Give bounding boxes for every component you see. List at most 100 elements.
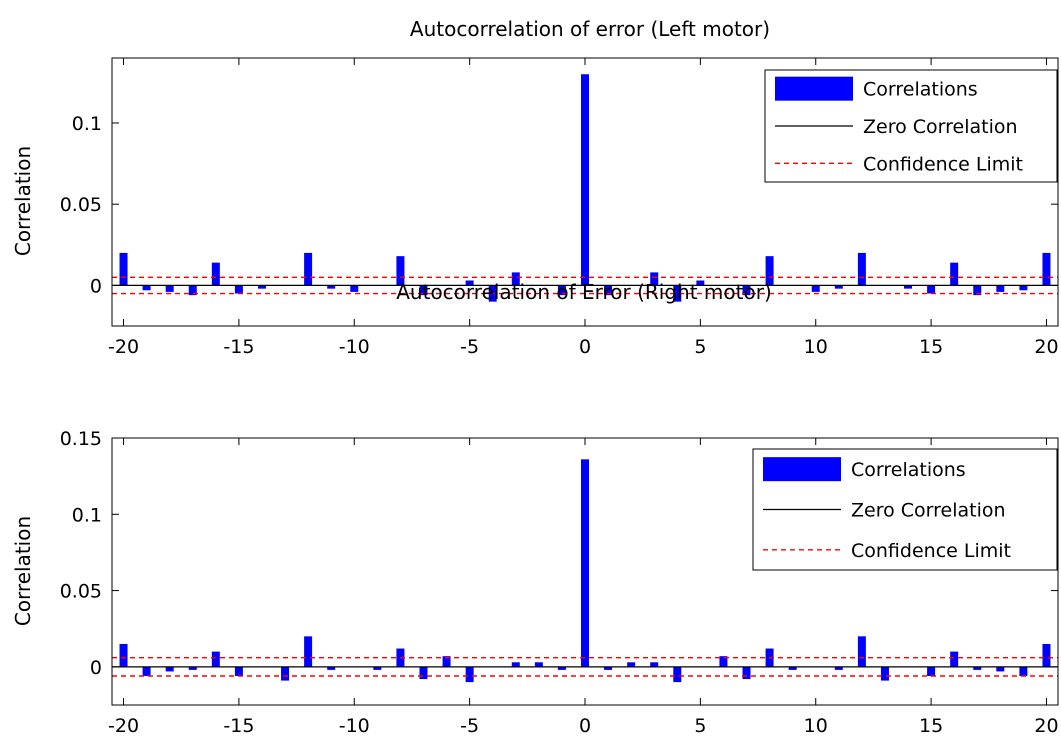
correlation-bar [1042, 643, 1051, 667]
correlation-bar [950, 651, 959, 667]
correlation-bar [465, 280, 474, 286]
x-tick-label: 15 [919, 336, 943, 358]
chart-left-motor: Autocorrelation of error (Left motor) Co… [11, 17, 1059, 358]
legend-label: Correlations [851, 459, 966, 481]
correlation-bar [557, 666, 566, 670]
correlation-bar [927, 285, 936, 294]
correlation-bar [1019, 666, 1028, 677]
x-tick-label: 0 [579, 336, 591, 358]
correlation-bar [696, 280, 705, 286]
x-tick-label: 0 [579, 715, 591, 737]
correlation-bar [950, 262, 959, 286]
y-axis-label: Correlation [11, 516, 35, 626]
y-tick-label: 0 [90, 275, 102, 297]
correlation-bar [742, 666, 751, 680]
x-tick-label: -15 [223, 336, 254, 358]
correlation-bar [165, 285, 174, 292]
correlation-bar [927, 666, 936, 677]
legend-label: Confidence Limit [863, 153, 1023, 175]
y-tick-label: 0.15 [60, 428, 102, 450]
x-tick-label: -10 [339, 336, 370, 358]
x-tick-label: 5 [694, 336, 706, 358]
correlation-bar [304, 252, 313, 286]
correlation-bar [857, 636, 866, 667]
correlation-bar [880, 666, 889, 681]
correlation-bar [511, 662, 520, 667]
correlation-bar [996, 666, 1005, 672]
correlation-bar [142, 285, 151, 291]
x-tick-label: -15 [223, 715, 254, 737]
correlation-bar [857, 252, 866, 286]
y-tick-label: 0 [90, 657, 102, 679]
correlation-bar [788, 666, 797, 670]
correlation-bar [188, 666, 197, 670]
correlation-bar [604, 666, 613, 670]
correlation-bar [142, 666, 151, 677]
correlation-bar [119, 252, 128, 286]
legend-label: Zero Correlation [863, 116, 1018, 138]
correlation-bar [281, 666, 290, 681]
correlation-bar [396, 256, 405, 286]
correlation-bar [119, 643, 128, 667]
correlation-bar [234, 285, 243, 294]
correlation-bar [1042, 252, 1051, 286]
correlation-bar [973, 666, 982, 670]
correlation-bar [834, 285, 843, 289]
legend-swatch-correlations [763, 457, 841, 482]
y-tick-label: 0.05 [60, 194, 102, 216]
correlation-bar [604, 285, 613, 296]
correlation-bar [304, 636, 313, 667]
correlation-bar [211, 651, 220, 667]
correlation-bar [904, 285, 913, 289]
correlation-bar [627, 662, 636, 667]
correlation-bar [350, 285, 359, 292]
x-tick-label: 20 [1034, 715, 1058, 737]
correlation-bar [811, 285, 820, 292]
correlation-bar [581, 459, 589, 667]
correlation-bar [534, 662, 543, 667]
correlation-bar [257, 285, 266, 289]
x-tick-label: 10 [804, 715, 828, 737]
correlation-bar [673, 666, 682, 683]
correlation-bar [234, 666, 243, 677]
correlation-bar [581, 74, 589, 286]
correlation-bar [673, 285, 682, 302]
legend-swatch-correlations [775, 76, 853, 101]
y-axis-label: Correlation [11, 146, 35, 256]
correlation-bar [765, 256, 774, 286]
correlation-bar [973, 285, 982, 296]
correlation-bar [1019, 285, 1028, 291]
y-tick-label: 0.05 [60, 581, 102, 603]
correlation-bar [650, 272, 659, 286]
chart-title: Autocorrelation of error (Left motor) [410, 17, 770, 41]
correlation-bar [211, 262, 220, 286]
correlation-bar [511, 272, 520, 286]
x-tick-label: 15 [919, 715, 943, 737]
correlation-bar [557, 285, 566, 296]
legend-label: Zero Correlation [851, 500, 1006, 522]
correlation-bar [327, 666, 336, 670]
correlation-bar [719, 656, 728, 667]
x-tick-label: -20 [108, 336, 139, 358]
correlation-bar [188, 285, 197, 296]
correlation-bar [419, 666, 428, 680]
correlation-bar [327, 285, 336, 289]
x-tick-label: 5 [694, 715, 706, 737]
x-tick-label: -5 [460, 336, 479, 358]
correlation-bar [996, 285, 1005, 292]
correlation-bar [373, 666, 382, 670]
x-tick-label: -5 [460, 715, 479, 737]
y-tick-label: 0.1 [72, 504, 102, 526]
chart-right-motor: Autocorrelation of Error (Right motor) C… [11, 280, 1059, 737]
correlation-bar [165, 666, 174, 672]
correlation-bar [650, 662, 659, 667]
x-tick-label: 20 [1034, 336, 1058, 358]
x-tick-label: 10 [804, 336, 828, 358]
x-tick-label: -10 [339, 715, 370, 737]
y-tick-label: 0.1 [72, 113, 102, 135]
correlation-bar [834, 666, 843, 670]
legend-label: Confidence Limit [851, 540, 1011, 562]
correlation-bar [442, 656, 451, 667]
chart-title: Autocorrelation of Error (Right motor) [396, 280, 772, 304]
